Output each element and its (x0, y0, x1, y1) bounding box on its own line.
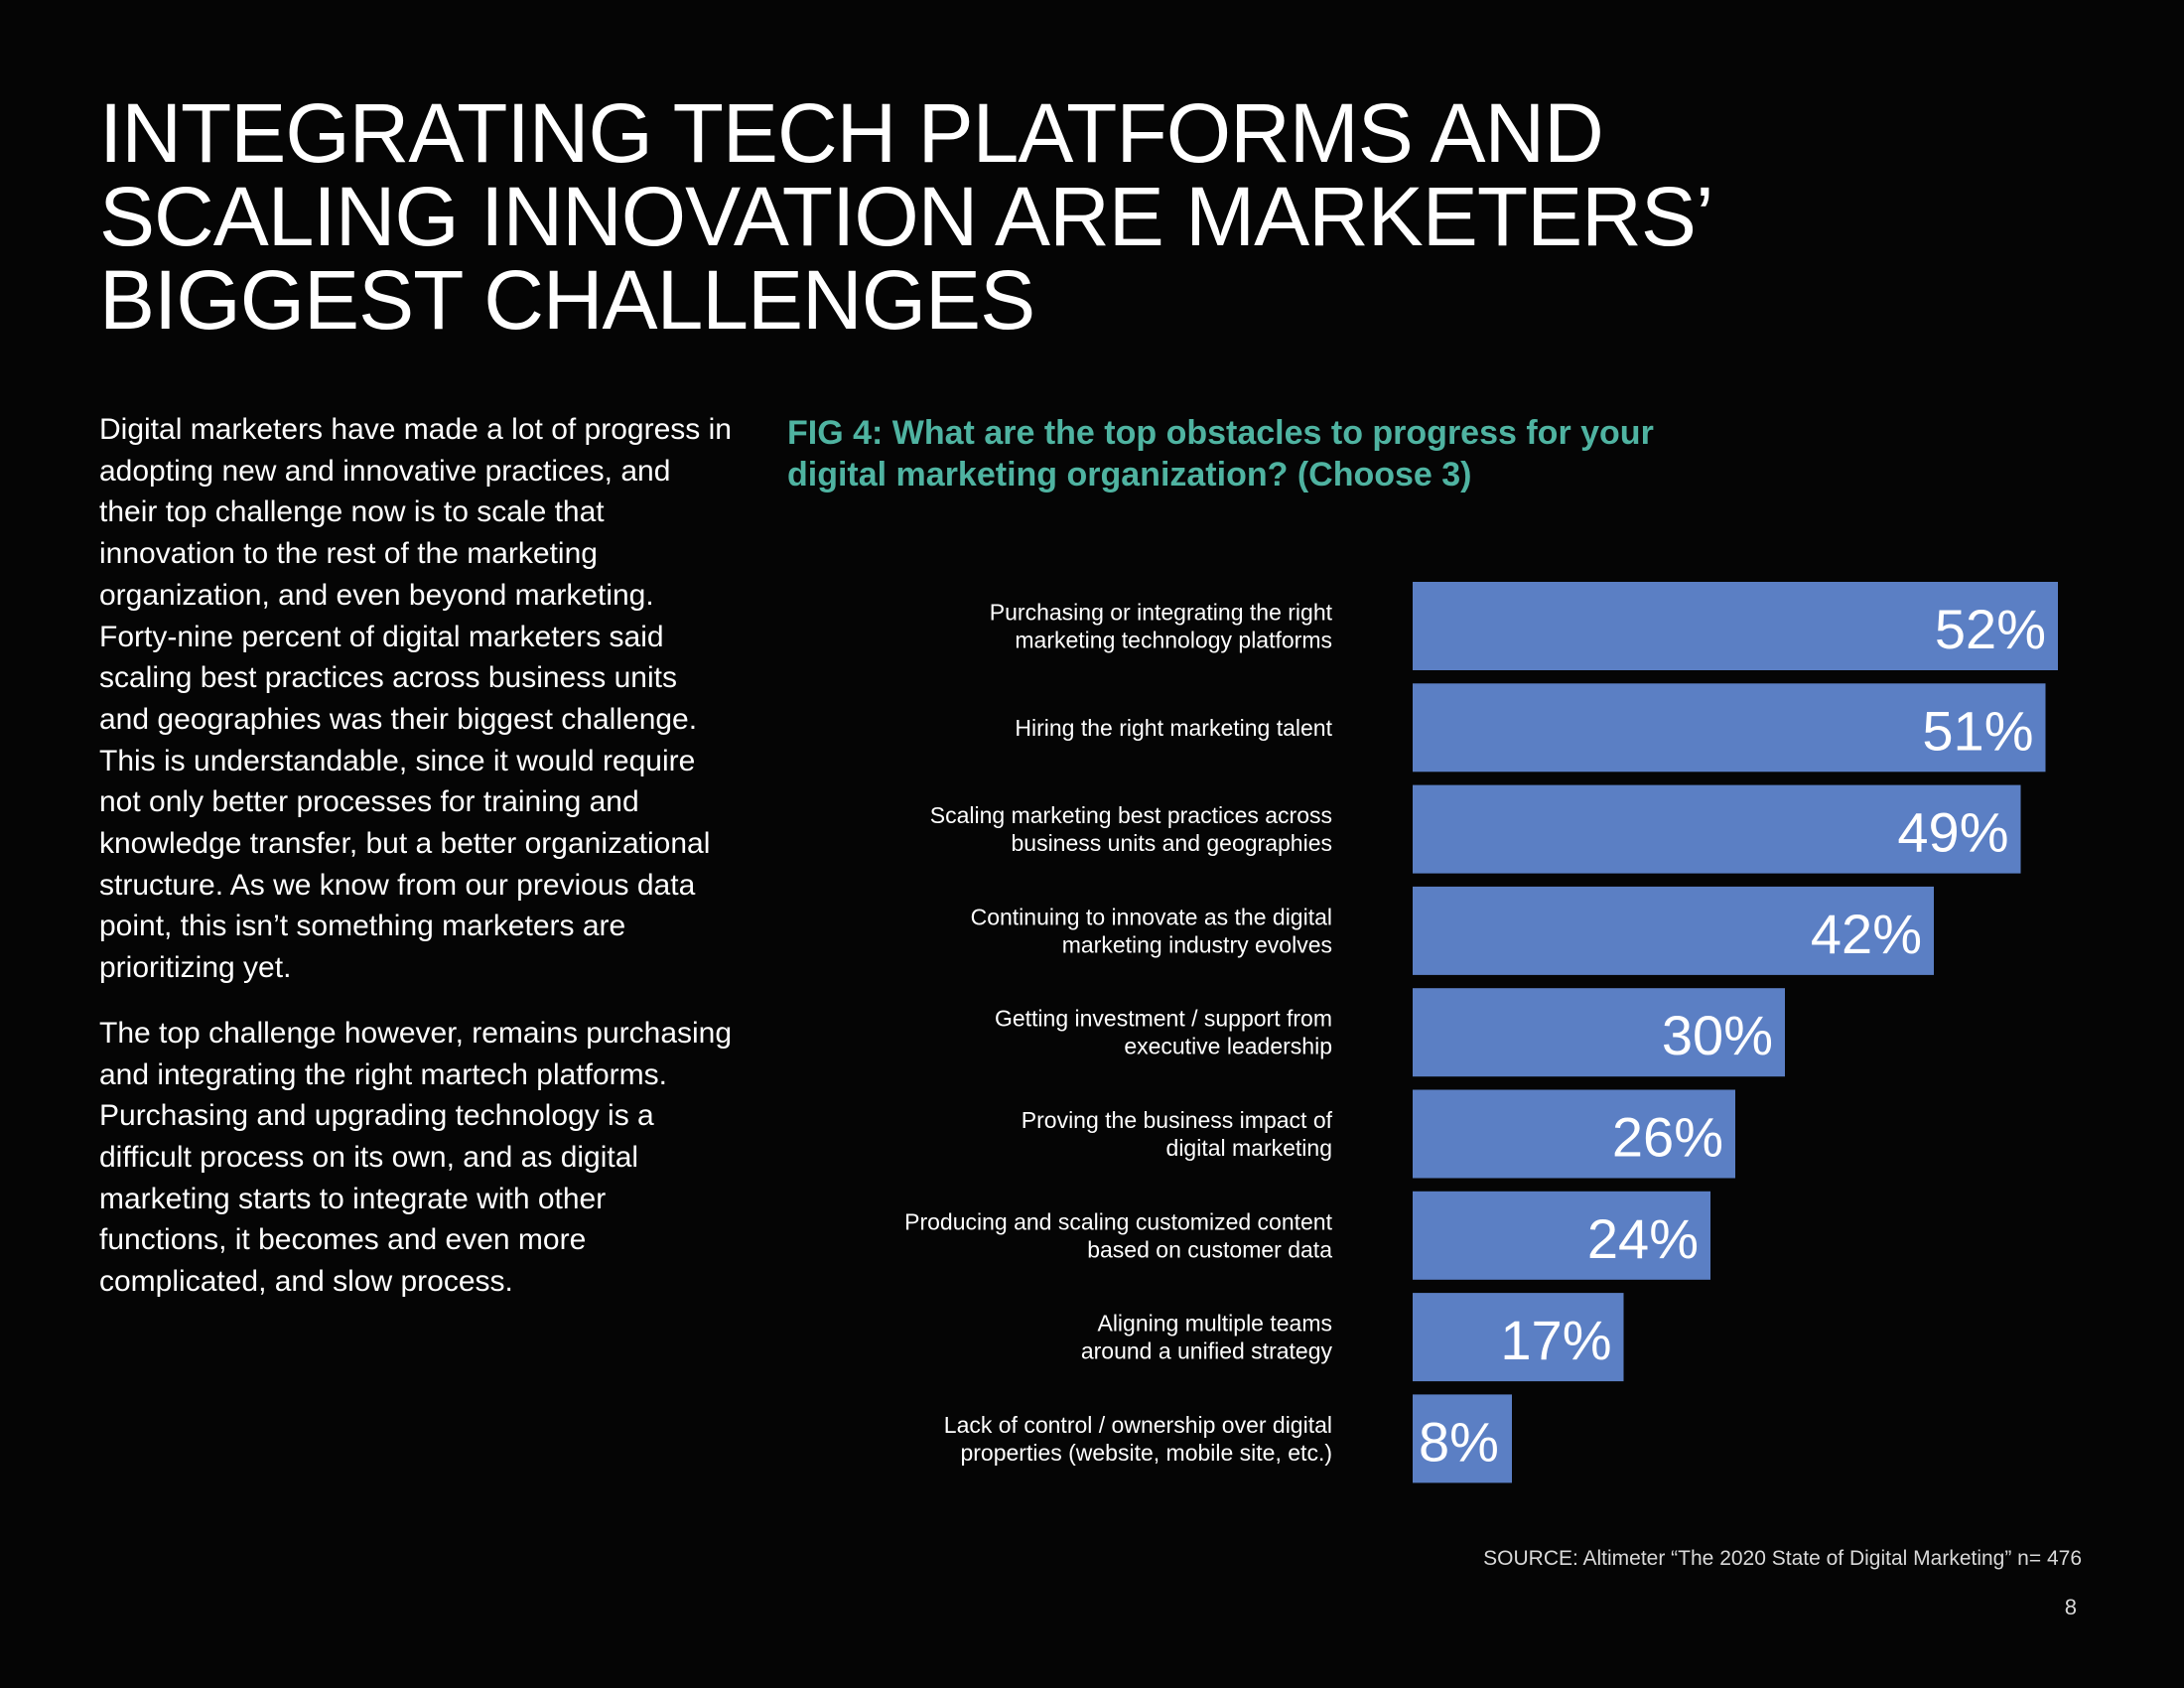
category-label: Producing and scaling customized content (904, 1208, 1332, 1234)
category-label: Continuing to innovate as the digital (971, 904, 1332, 929)
category-label: Aligning multiple teams (1097, 1311, 1332, 1336)
bar-value-label: 51% (1922, 699, 2033, 762)
category-label: around a unified strategy (1081, 1338, 1333, 1364)
page-title-line: BIGGEST CHALLENGES (99, 253, 1035, 347)
body-paragraph: Digital marketers have made a lot of pro… (99, 413, 732, 985)
bar-value-label: 8% (1419, 1410, 1499, 1473)
category-label: executive leadership (1124, 1034, 1332, 1059)
bar-value-label: 42% (1811, 903, 1922, 965)
body-text: Digital marketers have made a lot of pro… (99, 409, 735, 1327)
bar-value-label: 49% (1897, 801, 2008, 864)
category-label: marketing industry evolves (1062, 931, 1332, 957)
category-label: based on customer data (1087, 1236, 1332, 1262)
bar (1413, 988, 1785, 1077)
category-label: Proving the business impact of (1022, 1107, 1333, 1133)
bar (1413, 1191, 1710, 1280)
figure-title-line: FIG 4: What are the top obstacles to pro… (787, 414, 1654, 452)
bar (1413, 683, 2046, 773)
category-label: Hiring the right marketing talent (1015, 715, 1332, 741)
bar-value-label: 24% (1587, 1207, 1699, 1270)
page-title: INTEGRATING TECH PLATFORMS AND SCALING I… (99, 91, 1985, 342)
page-number: 8 (2064, 1595, 2077, 1619)
page-title-line: INTEGRATING TECH PLATFORMS AND (99, 86, 1604, 180)
bar (1413, 1293, 1624, 1382)
bar-value-label: 30% (1662, 1004, 1773, 1066)
bar-value-label: 26% (1612, 1106, 1723, 1169)
bar (1413, 784, 2021, 874)
figure-title-line: digital marketing organization? (Choose … (787, 456, 1472, 493)
category-label: Scaling marketing best practices across (930, 802, 1332, 828)
category-label: properties (website, mobile site, etc.) (960, 1440, 1332, 1466)
figure-title: FIG 4: What are the top obstacles to pro… (787, 412, 1760, 495)
bar (1413, 582, 2058, 670)
category-label: Lack of control / ownership over digital (944, 1412, 1332, 1438)
page-title-line: SCALING INNOVATION ARE MARKETERS’ (99, 170, 1714, 263)
category-label: Purchasing or integrating the right (990, 600, 1333, 626)
source-note: SOURCE: Altimeter “The 2020 State of Dig… (1483, 1547, 2082, 1570)
bar (1413, 1089, 1735, 1179)
category-label: Getting investment / support from (995, 1006, 1332, 1032)
bar-value-label: 52% (1935, 598, 2046, 660)
category-label: digital marketing (1166, 1135, 1332, 1161)
bar-value-label: 17% (1500, 1309, 1611, 1371)
body-paragraph: The top challenge however, remains purch… (99, 1016, 733, 1299)
category-label: marketing technology platforms (1015, 628, 1332, 653)
bar (1413, 886, 1934, 975)
category-label: business units and geographies (1011, 830, 1332, 856)
bar (1413, 1394, 1512, 1483)
